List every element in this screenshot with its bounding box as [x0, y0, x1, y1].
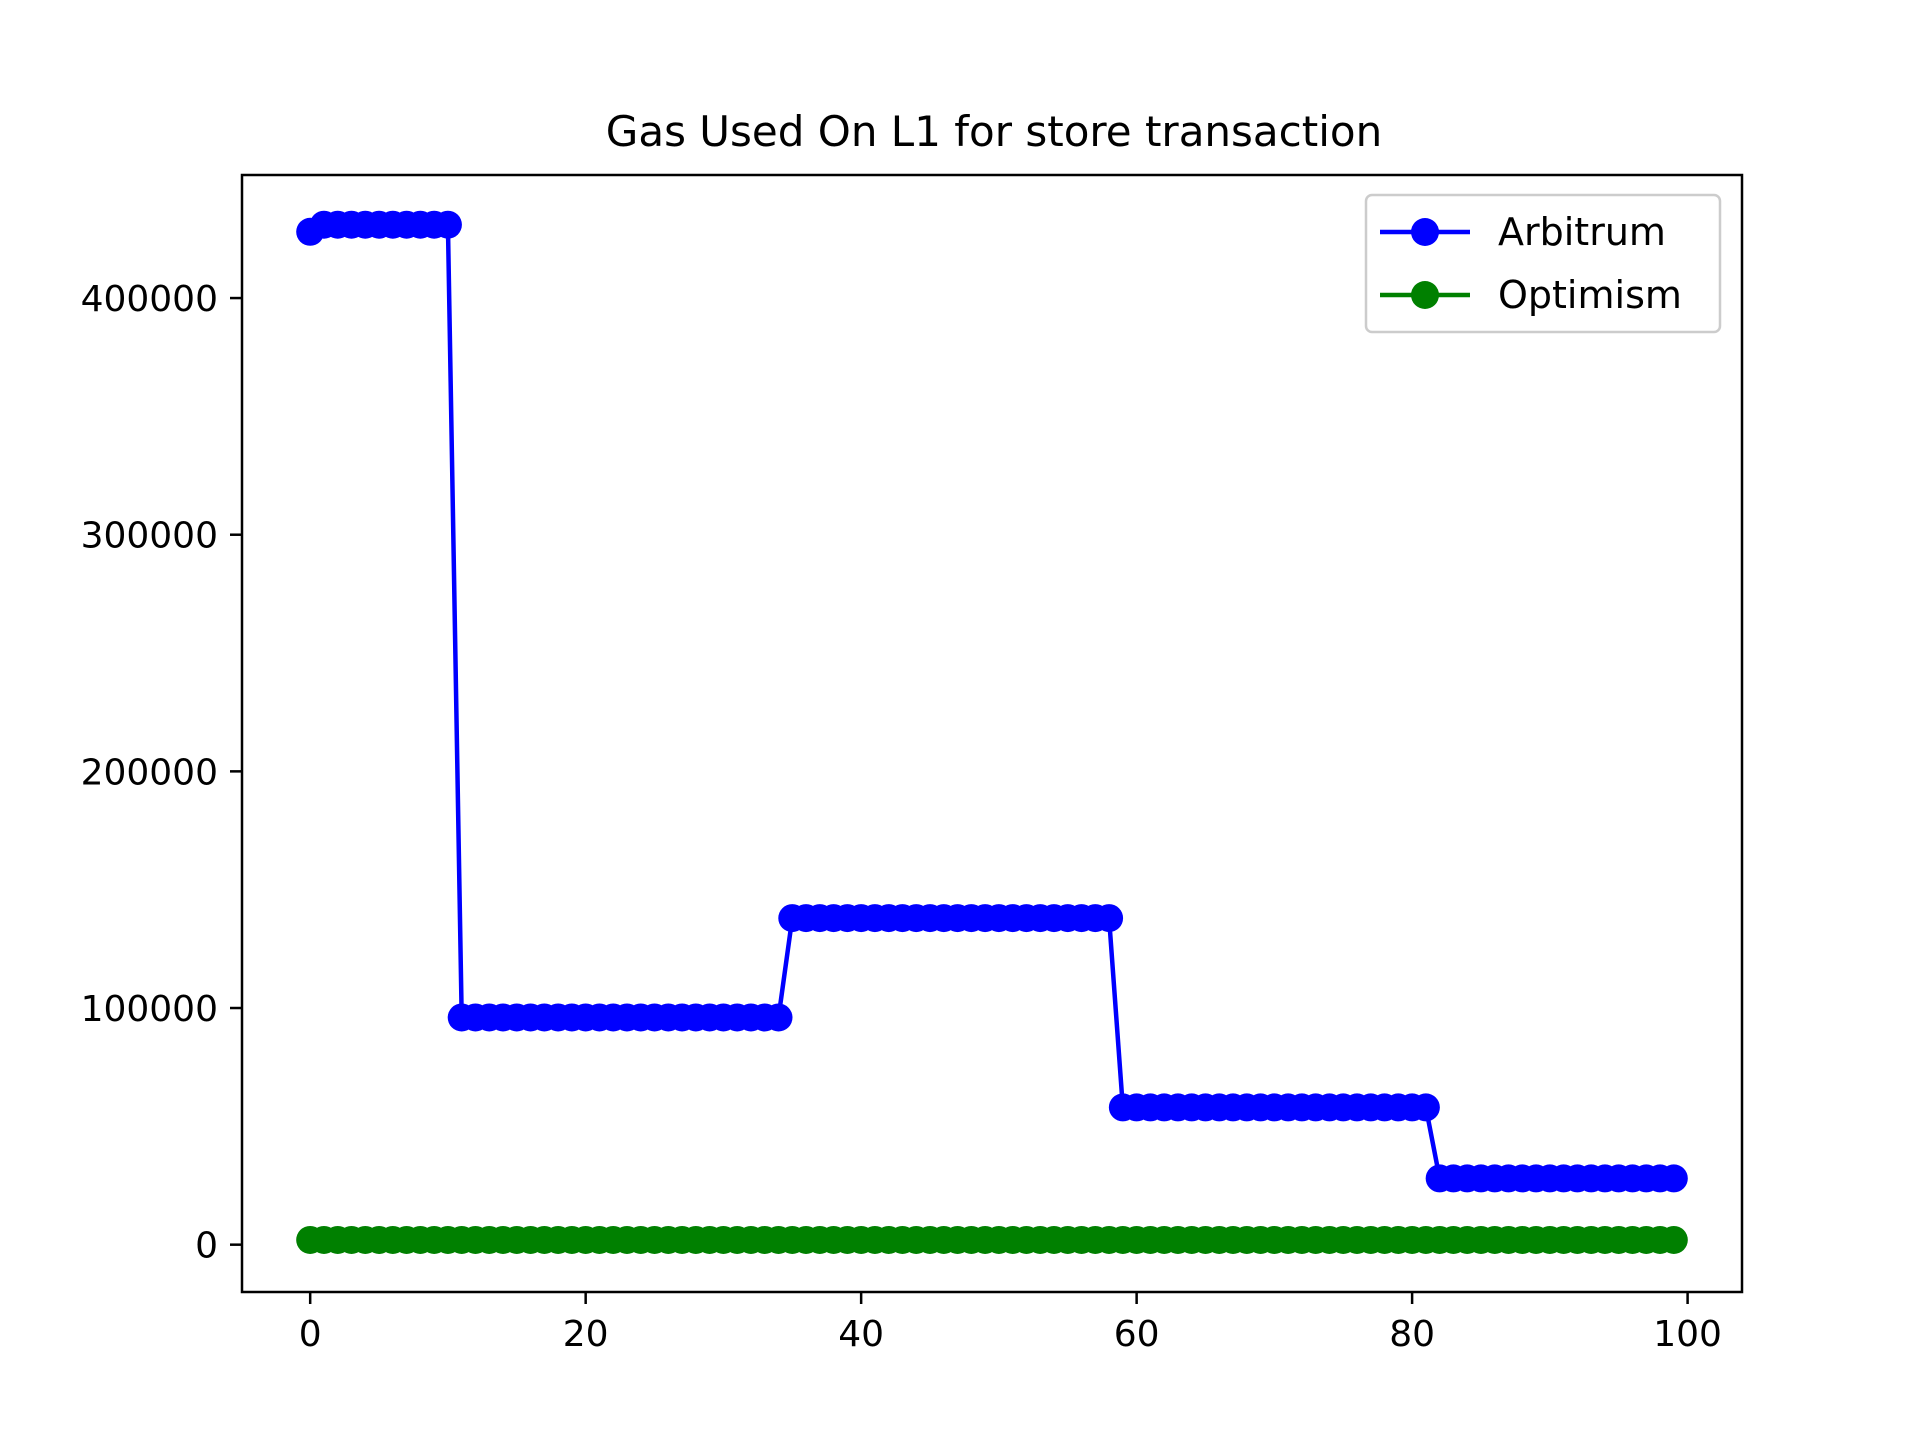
arbitrum-point [1095, 904, 1124, 933]
legend: Arbitrum Optimism [1364, 193, 1722, 334]
legend-label: Arbitrum [1498, 210, 1666, 254]
chart-title: Gas Used On L1 for store transaction [606, 107, 1382, 156]
legend-label: Optimism [1498, 273, 1682, 317]
x-tick-label: 20 [563, 1314, 609, 1355]
y-tick-label: 300000 [81, 516, 218, 557]
legend-item-optimism: Optimism [1380, 273, 1682, 317]
arbitrum-point [764, 1003, 793, 1032]
y-tick-label: 200000 [81, 752, 218, 793]
axis-layer: 0 20 40 60 80 100 0 100000 200000 300000 400000 [81, 279, 1722, 1355]
legend-swatch-marker [1411, 281, 1439, 309]
x-tick-label: 80 [1389, 1314, 1435, 1355]
arbitrum-line [309, 222, 1674, 1181]
legend-swatch-marker [1411, 218, 1439, 246]
x-tick-label: 40 [838, 1314, 884, 1355]
y-tick-label: 0 [195, 1226, 218, 1267]
x-tick-label: 100 [1653, 1314, 1722, 1355]
legend-box [1364, 193, 1722, 334]
arbitrum-point [1411, 1093, 1440, 1122]
arbitrum-point [433, 210, 462, 239]
legend-item-arbitrum: Arbitrum [1380, 210, 1666, 254]
y-tick-label: 400000 [81, 279, 218, 320]
series-layer [296, 210, 1688, 1254]
series-arbitrum [296, 210, 1688, 1193]
plot-frame [240, 173, 1744, 1294]
x-tick-label: 60 [1114, 1314, 1160, 1355]
y-tick-label: 100000 [81, 989, 218, 1030]
optimism-point [1659, 1225, 1688, 1254]
x-tick-label: 0 [299, 1314, 322, 1355]
series-optimism [296, 1225, 1688, 1254]
arbitrum-point [1659, 1164, 1688, 1193]
